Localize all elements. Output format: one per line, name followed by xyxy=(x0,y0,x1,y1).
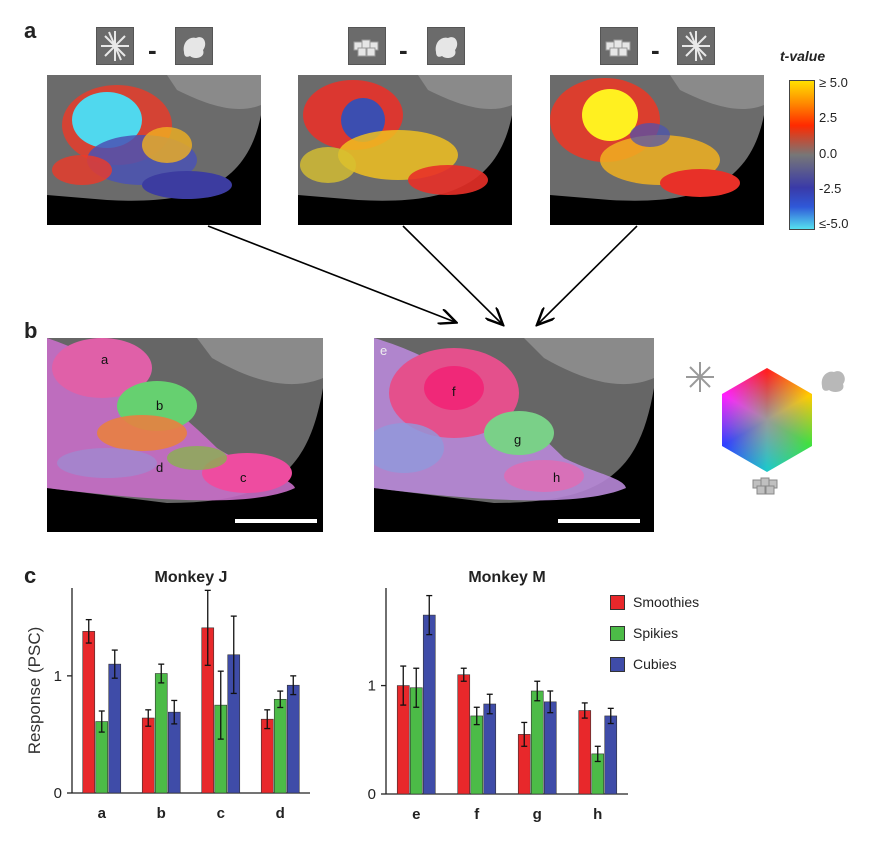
panel-label-b: b xyxy=(24,318,38,343)
legend-item-spikies: Spikies xyxy=(610,625,678,641)
bar xyxy=(82,631,96,794)
legend-item-smoothies: Smoothies xyxy=(610,594,699,610)
minus-sign: - xyxy=(651,35,660,65)
bar xyxy=(108,663,122,794)
roi-label-b: b xyxy=(156,398,164,413)
bar xyxy=(154,673,168,794)
spikies-shape-icon xyxy=(683,360,717,399)
bar xyxy=(530,690,544,795)
t-map-spikies-minus-smoothies xyxy=(47,75,261,225)
colorbar-tick-label: 0.0 xyxy=(819,146,838,161)
roi-label-f: f xyxy=(452,384,456,399)
y-tick-label: 1 xyxy=(54,668,62,685)
colorbar-title: t-value xyxy=(780,48,826,64)
x-tick-label: e xyxy=(412,806,420,823)
y-tick-label: 0 xyxy=(368,786,376,803)
roi-label-c: c xyxy=(240,470,247,485)
roi-label-a: a xyxy=(101,352,109,367)
colorbar-tick-label: ≥ 5.0 xyxy=(819,75,848,90)
chart-title: Monkey J xyxy=(155,569,228,586)
colorbar-tick-label: ≤-5.0 xyxy=(819,216,849,231)
x-tick-label: b xyxy=(157,805,166,822)
legend-swatch xyxy=(610,594,625,610)
x-tick-label: c xyxy=(217,805,225,822)
y-axis-label: Response (PSC) xyxy=(25,627,44,755)
bar xyxy=(273,698,287,794)
bar xyxy=(260,718,274,794)
legend-label: Smoothies xyxy=(633,594,700,610)
chart-title: Monkey M xyxy=(468,569,545,586)
bar xyxy=(543,701,557,795)
spikies-shape-icon xyxy=(677,27,715,65)
legend-label: Cubies xyxy=(633,656,677,672)
t-map-cubies-minus-spikies xyxy=(550,75,764,225)
bar xyxy=(604,715,618,795)
minus-sign: - xyxy=(399,35,408,65)
spikies-shape-icon xyxy=(96,27,134,65)
smoothies-shape-icon xyxy=(427,27,465,65)
arrow xyxy=(207,225,455,322)
chart-monkey-m: Monkey M 0 1 e f g h xyxy=(368,569,628,823)
cubies-shape-icon xyxy=(348,27,386,65)
cubies-shape-icon xyxy=(600,27,638,65)
colorbar-tick-label: -2.5 xyxy=(819,181,842,196)
legend-label: Spikies xyxy=(633,625,679,641)
roi-label-e: e xyxy=(380,343,388,358)
bar xyxy=(470,715,484,795)
legend-item-cubies: Cubies xyxy=(610,656,677,672)
roi-label-g: g xyxy=(514,432,522,447)
preference-map-monkey-j: a b c d xyxy=(47,338,323,532)
t-map-cubies-minus-smoothies xyxy=(298,75,512,225)
y-tick-label: 0 xyxy=(54,785,62,802)
legend-swatch xyxy=(610,625,625,641)
preference-map-monkey-m: e f g h xyxy=(374,338,654,532)
colorbar-tick-label: 2.5 xyxy=(819,110,838,125)
arrow xyxy=(538,225,638,324)
smoothies-shape-icon xyxy=(816,362,852,401)
roi-label-h: h xyxy=(553,470,561,485)
bar xyxy=(141,717,155,794)
bar xyxy=(286,684,300,794)
bar xyxy=(422,614,436,795)
bar-charts: Monkey J 0 1 Response (PSC) a b c d Monkey M 0 1 e… xyxy=(25,569,628,823)
color-hexagon xyxy=(722,368,812,472)
cubies-shape-icon xyxy=(749,470,785,505)
bar xyxy=(457,674,471,795)
smoothies-shape-icon xyxy=(175,27,213,65)
legend-swatch xyxy=(610,656,625,672)
x-tick-label: f xyxy=(474,806,480,823)
x-tick-label: h xyxy=(593,806,602,823)
arrow xyxy=(402,225,502,324)
colorbar xyxy=(789,80,815,230)
minus-sign: - xyxy=(148,35,157,65)
x-tick-label: d xyxy=(276,805,285,822)
panel-label-c: c xyxy=(24,563,37,588)
bar xyxy=(483,703,497,795)
panel-label-a: a xyxy=(24,18,37,43)
chart-monkey-j: Monkey J 0 1 Response (PSC) a b c d xyxy=(25,569,310,822)
bar xyxy=(578,710,592,795)
x-tick-label: a xyxy=(98,805,107,822)
x-tick-label: g xyxy=(533,806,542,823)
roi-label-d: d xyxy=(156,460,164,475)
y-tick-label: 1 xyxy=(368,678,376,695)
